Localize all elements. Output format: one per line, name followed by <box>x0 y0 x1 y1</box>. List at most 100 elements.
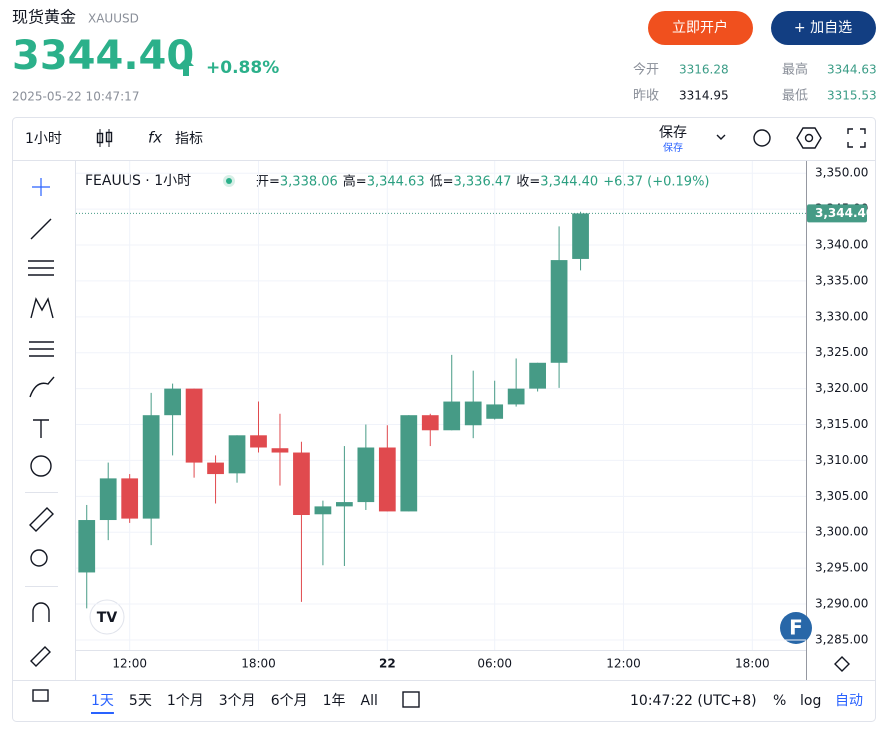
candle-body <box>378 447 396 512</box>
save[interactable]: 保存 <box>659 125 687 141</box>
hlines-tool[interactable] <box>28 260 54 276</box>
x-tick-label: 18:00 <box>241 657 276 671</box>
candle-body <box>550 260 568 363</box>
save-sub[interactable]: 保存 <box>663 141 683 154</box>
x-tick-label: 12:00 <box>112 657 147 671</box>
open-account-label[interactable]: 立即开户 <box>672 19 728 36</box>
range-button[interactable]: 1年 <box>323 693 346 709</box>
candle-body <box>271 448 289 453</box>
candle-body <box>121 478 139 519</box>
y-tick-label: 3,305.00 <box>815 489 868 503</box>
range-button[interactable]: 3个月 <box>219 693 256 709</box>
f-logo-mark: F <box>789 616 803 640</box>
lock-tool[interactable] <box>32 689 49 702</box>
candle-body <box>464 401 482 426</box>
emoji-tool[interactable] <box>30 455 52 477</box>
y-tick-label: 3,330.00 <box>815 309 868 323</box>
legend-value: 3,338.06 <box>280 175 338 190</box>
clock: 10:47:22 (UTC+8) <box>630 693 757 709</box>
up-arrow <box>178 58 194 76</box>
settings-dot <box>804 133 814 143</box>
stat-label: 今开 <box>633 62 659 78</box>
auto-toggle[interactable]: 自动 <box>835 693 863 709</box>
tv-logo <box>89 599 125 635</box>
y-tick-label: 3,335.00 <box>815 273 868 287</box>
last-price-tag <box>807 204 867 223</box>
candle-body <box>486 404 504 419</box>
fx-icon[interactable]: fx <box>148 129 162 147</box>
fullscreen-icon[interactable] <box>847 128 866 148</box>
line-tool[interactable] <box>30 218 52 240</box>
range-button[interactable]: 6个月 <box>271 693 308 709</box>
legend-value: +6.37 (+0.19%) <box>603 175 709 190</box>
candle-body <box>250 435 267 448</box>
f-logo <box>780 612 812 644</box>
candle-body <box>228 435 246 474</box>
candle-body <box>164 388 181 416</box>
x-tick-label: 06:00 <box>477 657 512 671</box>
chart-frame <box>12 117 876 722</box>
candle-body <box>293 452 310 516</box>
pencil-tool[interactable] <box>30 646 51 667</box>
candle-body <box>443 401 461 431</box>
status-dot <box>226 178 232 184</box>
ruler-tool[interactable] <box>29 507 54 532</box>
text-tool[interactable] <box>33 419 49 438</box>
magnet-tool[interactable] <box>32 602 50 622</box>
price: 3344.40 <box>12 33 194 79</box>
grid <box>76 161 806 650</box>
chevron[interactable] <box>716 134 726 140</box>
stat-label: 最高 <box>782 62 808 78</box>
legend-value: 3,344.63 <box>367 175 425 190</box>
candle-icon[interactable] <box>96 129 113 147</box>
range-button[interactable]: 1天 <box>91 693 114 709</box>
brush-tool[interactable] <box>29 376 55 398</box>
chart-title: FEAUUS · 1小时 <box>85 173 191 189</box>
y-tick-label: 3,295.00 <box>815 561 868 575</box>
watchlist-button[interactable] <box>771 11 876 45</box>
range-button[interactable]: 5天 <box>129 693 152 709</box>
candle-body <box>207 462 224 475</box>
zoom-tool[interactable] <box>30 549 48 567</box>
stat-value: 3344.63 <box>827 63 877 77</box>
indicators[interactable]: 指标 <box>175 131 203 147</box>
title: 现货黄金 <box>12 8 76 27</box>
range-button[interactable]: 1个月 <box>167 693 204 709</box>
candle-body <box>421 415 439 431</box>
candle-body <box>400 415 418 512</box>
stat-value: 3315.53 <box>827 89 877 103</box>
crosshair-tool[interactable] <box>32 178 50 196</box>
stat-label: 昨收 <box>633 89 659 104</box>
fib-tool[interactable] <box>29 341 54 357</box>
legend-value: 3,344.40 <box>540 175 598 190</box>
candle-body <box>357 447 375 503</box>
candle-body <box>572 213 589 259</box>
y-tick-label: 3,350.00 <box>815 166 868 180</box>
candle-body <box>314 506 332 515</box>
symbol: XAUUSD <box>88 12 139 26</box>
x-tick-label: 22 <box>379 657 396 671</box>
legend-label: 低= <box>430 175 454 190</box>
y-tick-label: 3,310.00 <box>815 453 868 467</box>
date-range-icon[interactable] <box>402 691 420 708</box>
candle-body <box>507 388 525 405</box>
stat-value: 3316.28 <box>679 63 729 77</box>
y-tick-label: 3,290.00 <box>815 597 868 611</box>
settings-icon[interactable] <box>796 127 822 149</box>
watchlist-label[interactable]: + 加自选 <box>794 20 852 36</box>
pattern-tool[interactable] <box>30 297 54 319</box>
range-button[interactable]: All <box>361 693 378 709</box>
alert-icon[interactable] <box>753 129 771 147</box>
candle-body <box>185 388 203 463</box>
percent-toggle[interactable]: % <box>773 693 786 709</box>
legend-label: 开= <box>256 175 280 190</box>
timestamp: 2025-05-22 10:47:17 <box>12 90 139 104</box>
drawing-tools <box>25 178 58 702</box>
log-toggle[interactable]: log <box>800 693 821 709</box>
interval[interactable]: 1小时 <box>25 131 62 147</box>
axis-settings[interactable] <box>834 656 850 672</box>
open-account-button[interactable] <box>648 11 753 45</box>
candle-body <box>78 520 96 573</box>
